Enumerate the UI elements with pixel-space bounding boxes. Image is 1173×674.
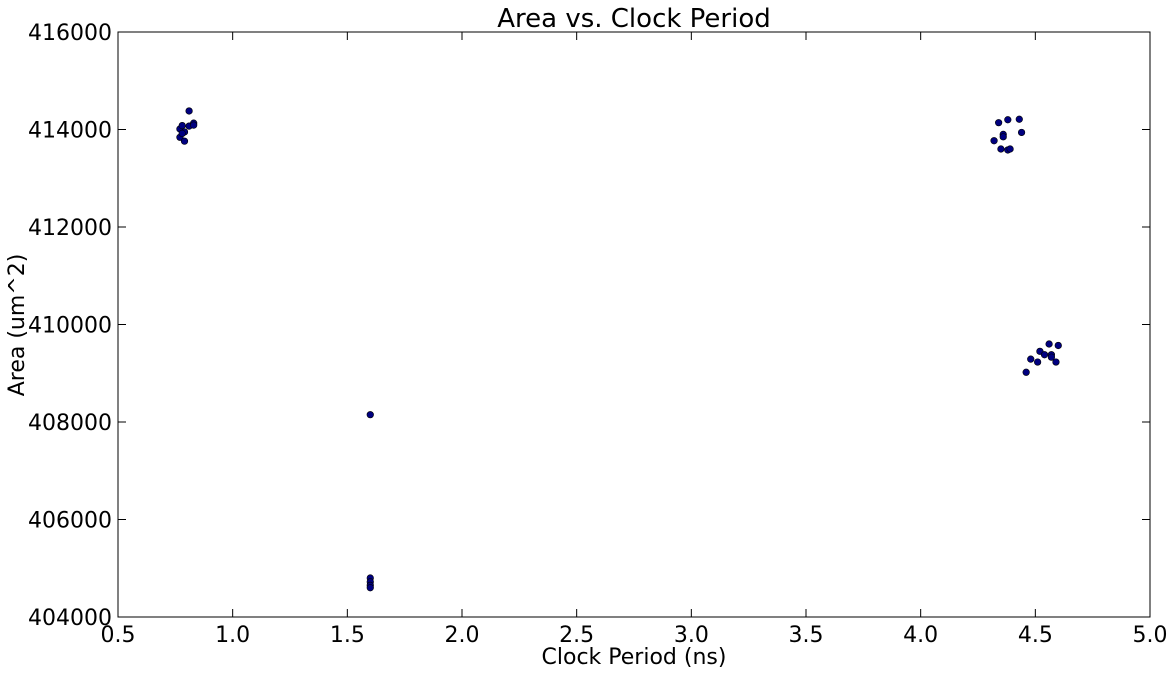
data-point [366, 584, 374, 592]
data-point [1052, 358, 1060, 366]
data-point [1047, 353, 1055, 361]
x-tick-label: 3.5 [789, 623, 824, 648]
data-point [1015, 115, 1023, 123]
data-point [185, 107, 193, 115]
data-point [990, 137, 998, 145]
y-tick-label: 416000 [28, 21, 112, 46]
data-point [1054, 341, 1062, 350]
y-tick-label: 406000 [28, 509, 112, 534]
data-point [190, 121, 198, 129]
x-tick-label: 2.0 [445, 623, 480, 648]
y-tick-label: 410000 [28, 314, 112, 339]
x-axis-title: Clock Period (ns) [542, 645, 727, 670]
data-point [997, 145, 1005, 153]
y-tick-label: 404000 [28, 606, 112, 631]
x-tick-label: 4.5 [1018, 623, 1053, 648]
x-tick-label: 3.0 [674, 623, 709, 648]
data-point [178, 121, 186, 130]
x-tick-label: 1.0 [215, 623, 250, 648]
data-point [1017, 128, 1026, 137]
y-tick-label: 412000 [28, 216, 112, 241]
plot-frame [117, 31, 1151, 618]
data-point [366, 411, 374, 419]
data-point [1027, 355, 1035, 363]
x-tick-label: 2.5 [559, 623, 594, 648]
data-point [1045, 340, 1053, 348]
data-points [176, 107, 1062, 592]
chart-title: Area vs. Clock Period [497, 4, 771, 34]
x-tick-label: 5.0 [1133, 623, 1168, 648]
data-point [180, 137, 189, 145]
data-point [1022, 368, 1030, 376]
data-point [178, 129, 186, 137]
data-point [995, 119, 1003, 127]
data-point [999, 133, 1007, 141]
x-tick-label: 4.0 [903, 623, 938, 648]
y-axis-title: Area (um^2) [5, 254, 30, 397]
y-tick-label: 414000 [28, 119, 112, 144]
y-tick-label: 408000 [28, 411, 112, 436]
axis-ticks: 0.5 1.0 1.5 2.0 2.5 3.0 3.5 4.0 4.5 5.0 404000 4060… [28, 21, 1167, 648]
x-tick-label: 0.5 [101, 623, 136, 648]
data-point [1034, 358, 1042, 366]
data-point [1040, 351, 1049, 359]
data-point [1004, 116, 1012, 124]
data-point [1006, 145, 1014, 153]
x-tick-label: 1.5 [330, 623, 365, 648]
